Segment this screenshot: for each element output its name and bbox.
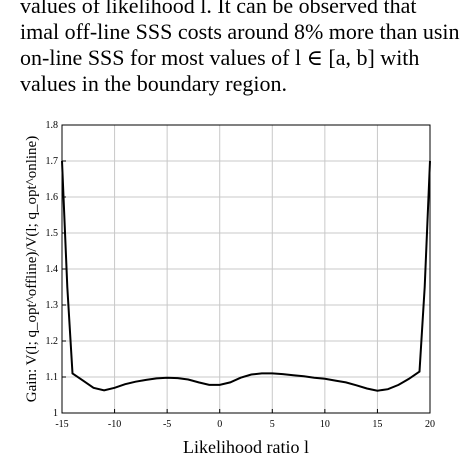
y-tick-label: 1.3 — [46, 300, 59, 311]
chart-grid — [61, 124, 431, 414]
y-axis-label: Gain: V(l; q_opt^offline)/V(l; q_opt^onl… — [24, 136, 40, 402]
x-tick-label: 10 — [320, 419, 330, 430]
y-tick-label: 1.8 — [46, 120, 59, 131]
text-line-4: values in the boundary region. — [20, 71, 287, 96]
y-tick-label: 1.7 — [46, 156, 59, 167]
x-tick-label: -15 — [55, 419, 68, 430]
x-axis-ticks: -15 -10 -5 0 5 10 15 20 — [55, 409, 435, 430]
x-tick-label: 15 — [372, 419, 382, 430]
y-axis-ticks: 1 1.1 1.2 1.3 1.4 1.5 1.6 1.7 1.8 — [46, 120, 66, 419]
x-axis-label: Likelihood ratio l — [183, 437, 309, 457]
text-line-3: on-line SSS for most values of l ∈ [a, b… — [20, 45, 420, 70]
x-tick-label: 0 — [217, 419, 222, 430]
x-tick-label: -5 — [163, 419, 171, 430]
paper-text-excerpt: values of likelihood l. It can be observ… — [0, 0, 474, 110]
y-tick-label: 1.6 — [46, 192, 59, 203]
gain-series-line — [61, 160, 431, 392]
x-tick-label: 20 — [425, 419, 435, 430]
x-tick-label: -10 — [108, 419, 121, 430]
y-tick-label: 1.4 — [46, 264, 59, 275]
text-line-1: values of likelihood l. It can be observ… — [20, 0, 417, 18]
y-tick-label: 1.1 — [46, 372, 59, 383]
x-tick-label: 5 — [270, 419, 275, 430]
text-line-2: imal off-line SSS costs around 8% more t… — [20, 19, 460, 44]
y-tick-label: 1 — [53, 408, 58, 419]
y-tick-label: 1.2 — [46, 336, 59, 347]
y-tick-label: 1.5 — [46, 228, 59, 239]
gain-line-chart: -15 -10 -5 0 5 10 15 20 11.11.21.31.41.51.61.71… — [24, 120, 435, 457]
